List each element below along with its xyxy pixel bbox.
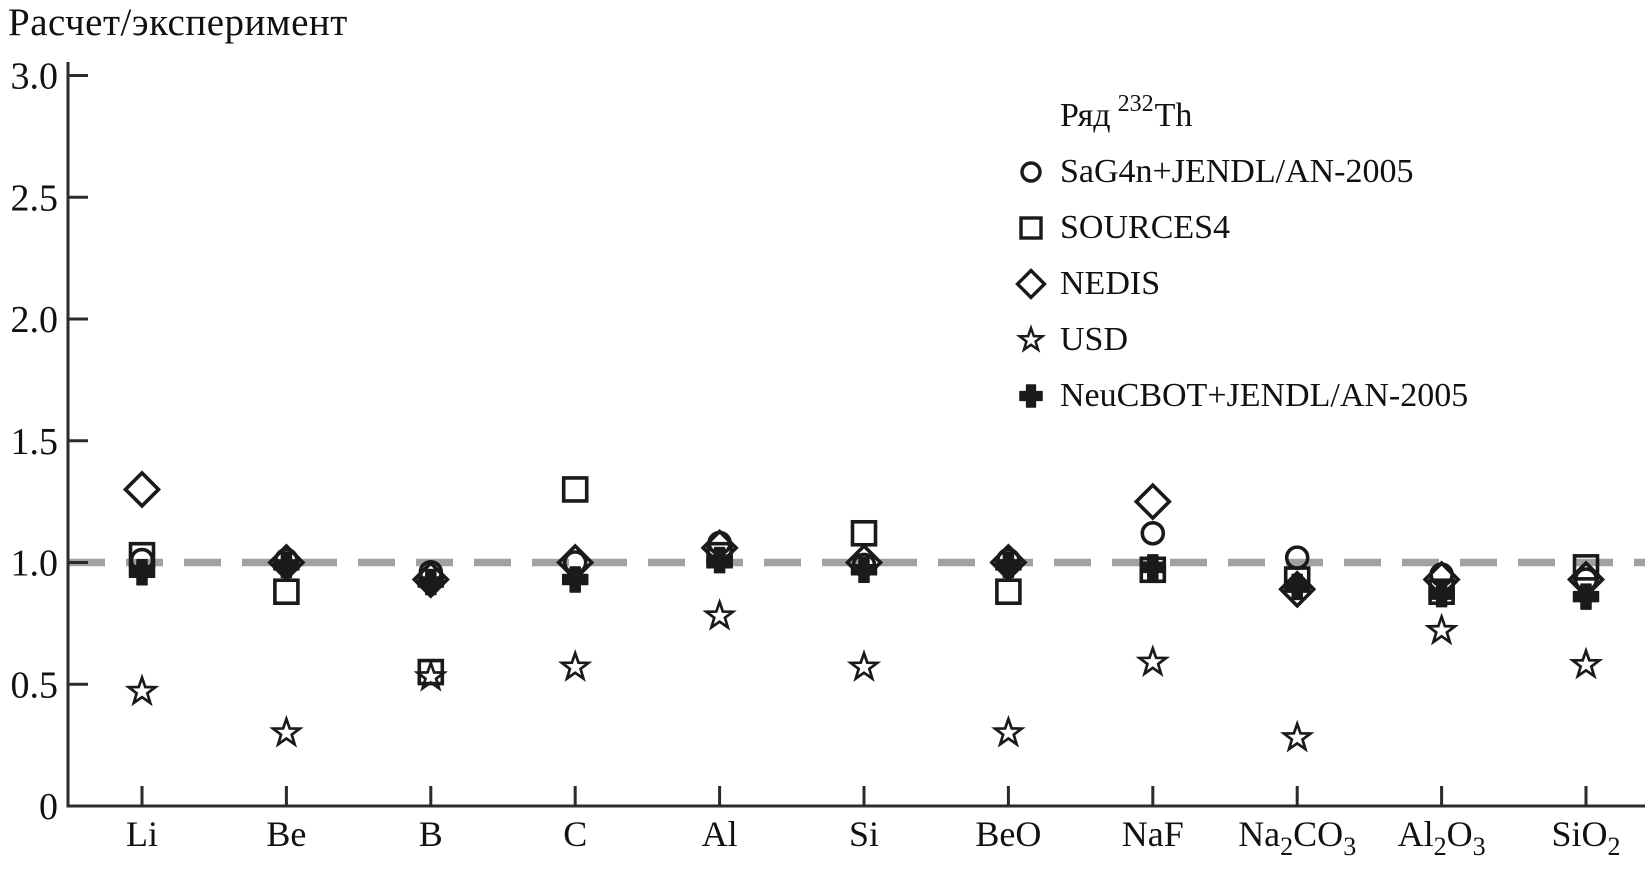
- legend-item: SaG4n+JENDL/AN-2005: [1012, 144, 1468, 200]
- axis-lines: [66, 62, 1645, 808]
- data-point: [417, 568, 445, 596]
- legend-item-label: USD: [1060, 321, 1129, 358]
- data-point: [995, 578, 1022, 606]
- legend-item-label: SaG4n+JENDL/AN-2005: [1060, 153, 1414, 190]
- data-point: [267, 543, 306, 582]
- star-glyph: [1015, 324, 1047, 353]
- x-axis-label-B: B: [419, 814, 443, 854]
- data-point: [1283, 573, 1311, 601]
- diamond-glyph: [1015, 268, 1047, 300]
- circle-glyph: [1020, 161, 1042, 183]
- y-tick-label: 0: [39, 786, 58, 828]
- data-point: [850, 556, 878, 584]
- star-icon: [1012, 321, 1050, 359]
- star-icon-shape: [1015, 324, 1047, 353]
- data-point: [989, 543, 1028, 582]
- legend-item: NEDIS: [1012, 256, 1468, 312]
- x-axis: Li Be B C Al Si BeO NaF Na2CO3 Al2O3 SiO2: [126, 786, 1621, 861]
- legend-item-label: NeuCBOT+JENDL/AN-2005: [1060, 377, 1469, 414]
- data-point: [1279, 719, 1315, 753]
- x-axis-label-NaF: NaF: [1122, 814, 1184, 854]
- data-point: [561, 566, 589, 593]
- series-NEDIS: [122, 470, 1606, 609]
- data-point: [1572, 554, 1600, 581]
- legend-item-label: NEDIS: [1060, 265, 1161, 302]
- legend-item-label: SOURCES4: [1060, 209, 1231, 246]
- legend-item: USD: [1012, 312, 1468, 368]
- data-point: [124, 673, 160, 707]
- y-tick-label: 3.0: [11, 56, 59, 98]
- y-tick-label: 1.0: [11, 543, 59, 585]
- y-axis-title: Расчет/эксперимент: [8, 1, 348, 44]
- x-axis-label-Li: Li: [126, 814, 158, 854]
- x-axis-label-Si: Si: [849, 814, 879, 854]
- isotope-mass-superscript: 232: [1117, 90, 1154, 117]
- data-point: [1572, 583, 1600, 610]
- data-point: [1135, 644, 1171, 677]
- series-NeuCBOT+JENDL/AN-2005: [128, 546, 1600, 610]
- x-axis-label-Al2O3: Al2O3: [1398, 814, 1486, 861]
- diamond-icon: [1012, 265, 1050, 303]
- y-tick-label: 0.5: [11, 664, 59, 706]
- series-USD: [124, 597, 1604, 753]
- isotope-symbol: Th: [1154, 97, 1193, 134]
- x-axis-label-Be: Be: [266, 814, 306, 854]
- legend: Ряд 232 Th SaG4n+JENDL/AN-2005 SOURCES4 NE…: [1012, 88, 1468, 424]
- cross-glyph: [1019, 384, 1043, 408]
- x-axis-label-C: C: [563, 814, 587, 854]
- x-axis-label-Na2CO3: Na2CO3: [1238, 814, 1356, 861]
- legend-item: NeuCBOT+JENDL/AN-2005: [1012, 368, 1468, 424]
- y-axis: 0 0.5 1.0 1.5 2.0 2.5 3.0: [11, 56, 88, 828]
- y-tick-label: 2.5: [11, 177, 59, 219]
- data-point: [1568, 646, 1604, 680]
- y-tick-label: 2.0: [11, 299, 59, 341]
- square-glyph: [1019, 216, 1043, 240]
- data-point: [128, 558, 156, 586]
- square-icon: [1012, 209, 1050, 247]
- data-point: [273, 551, 300, 579]
- x-axis-label-SiO2: SiO2: [1551, 814, 1620, 861]
- data-point: [1428, 580, 1455, 608]
- circle-icon: [1012, 153, 1050, 191]
- y-tick-label: 1.5: [11, 421, 59, 463]
- data-point: [991, 714, 1026, 748]
- x-axis-label-Al: Al: [702, 814, 738, 854]
- data-point: [1133, 482, 1172, 521]
- data-point: [122, 470, 162, 509]
- data-point: [1424, 612, 1459, 646]
- data-point: [273, 578, 300, 606]
- legend-title-prefix: Ряд: [1060, 97, 1111, 134]
- data-point: [846, 649, 882, 682]
- data-point: [706, 546, 733, 574]
- x-axis-label-BeO: BeO: [975, 814, 1041, 854]
- legend-title: Ряд 232 Th: [1012, 88, 1468, 144]
- data-point: [269, 714, 304, 748]
- data-point: [1139, 554, 1167, 581]
- diamond-icon-shape: [1015, 268, 1047, 300]
- data-point: [411, 560, 450, 599]
- data-point: [557, 649, 593, 682]
- data-point: [850, 519, 878, 547]
- cross-icon: [1012, 377, 1050, 415]
- data-point: [1140, 520, 1166, 546]
- data-point: [413, 658, 449, 692]
- cross-icon-shape: [1019, 384, 1043, 408]
- square-icon-shape: [1019, 216, 1043, 240]
- circle-icon-shape: [1020, 161, 1042, 183]
- data-point: [995, 551, 1022, 579]
- legend-item: SOURCES4: [1012, 200, 1468, 256]
- data-point: [561, 476, 589, 503]
- data-point: [702, 597, 737, 631]
